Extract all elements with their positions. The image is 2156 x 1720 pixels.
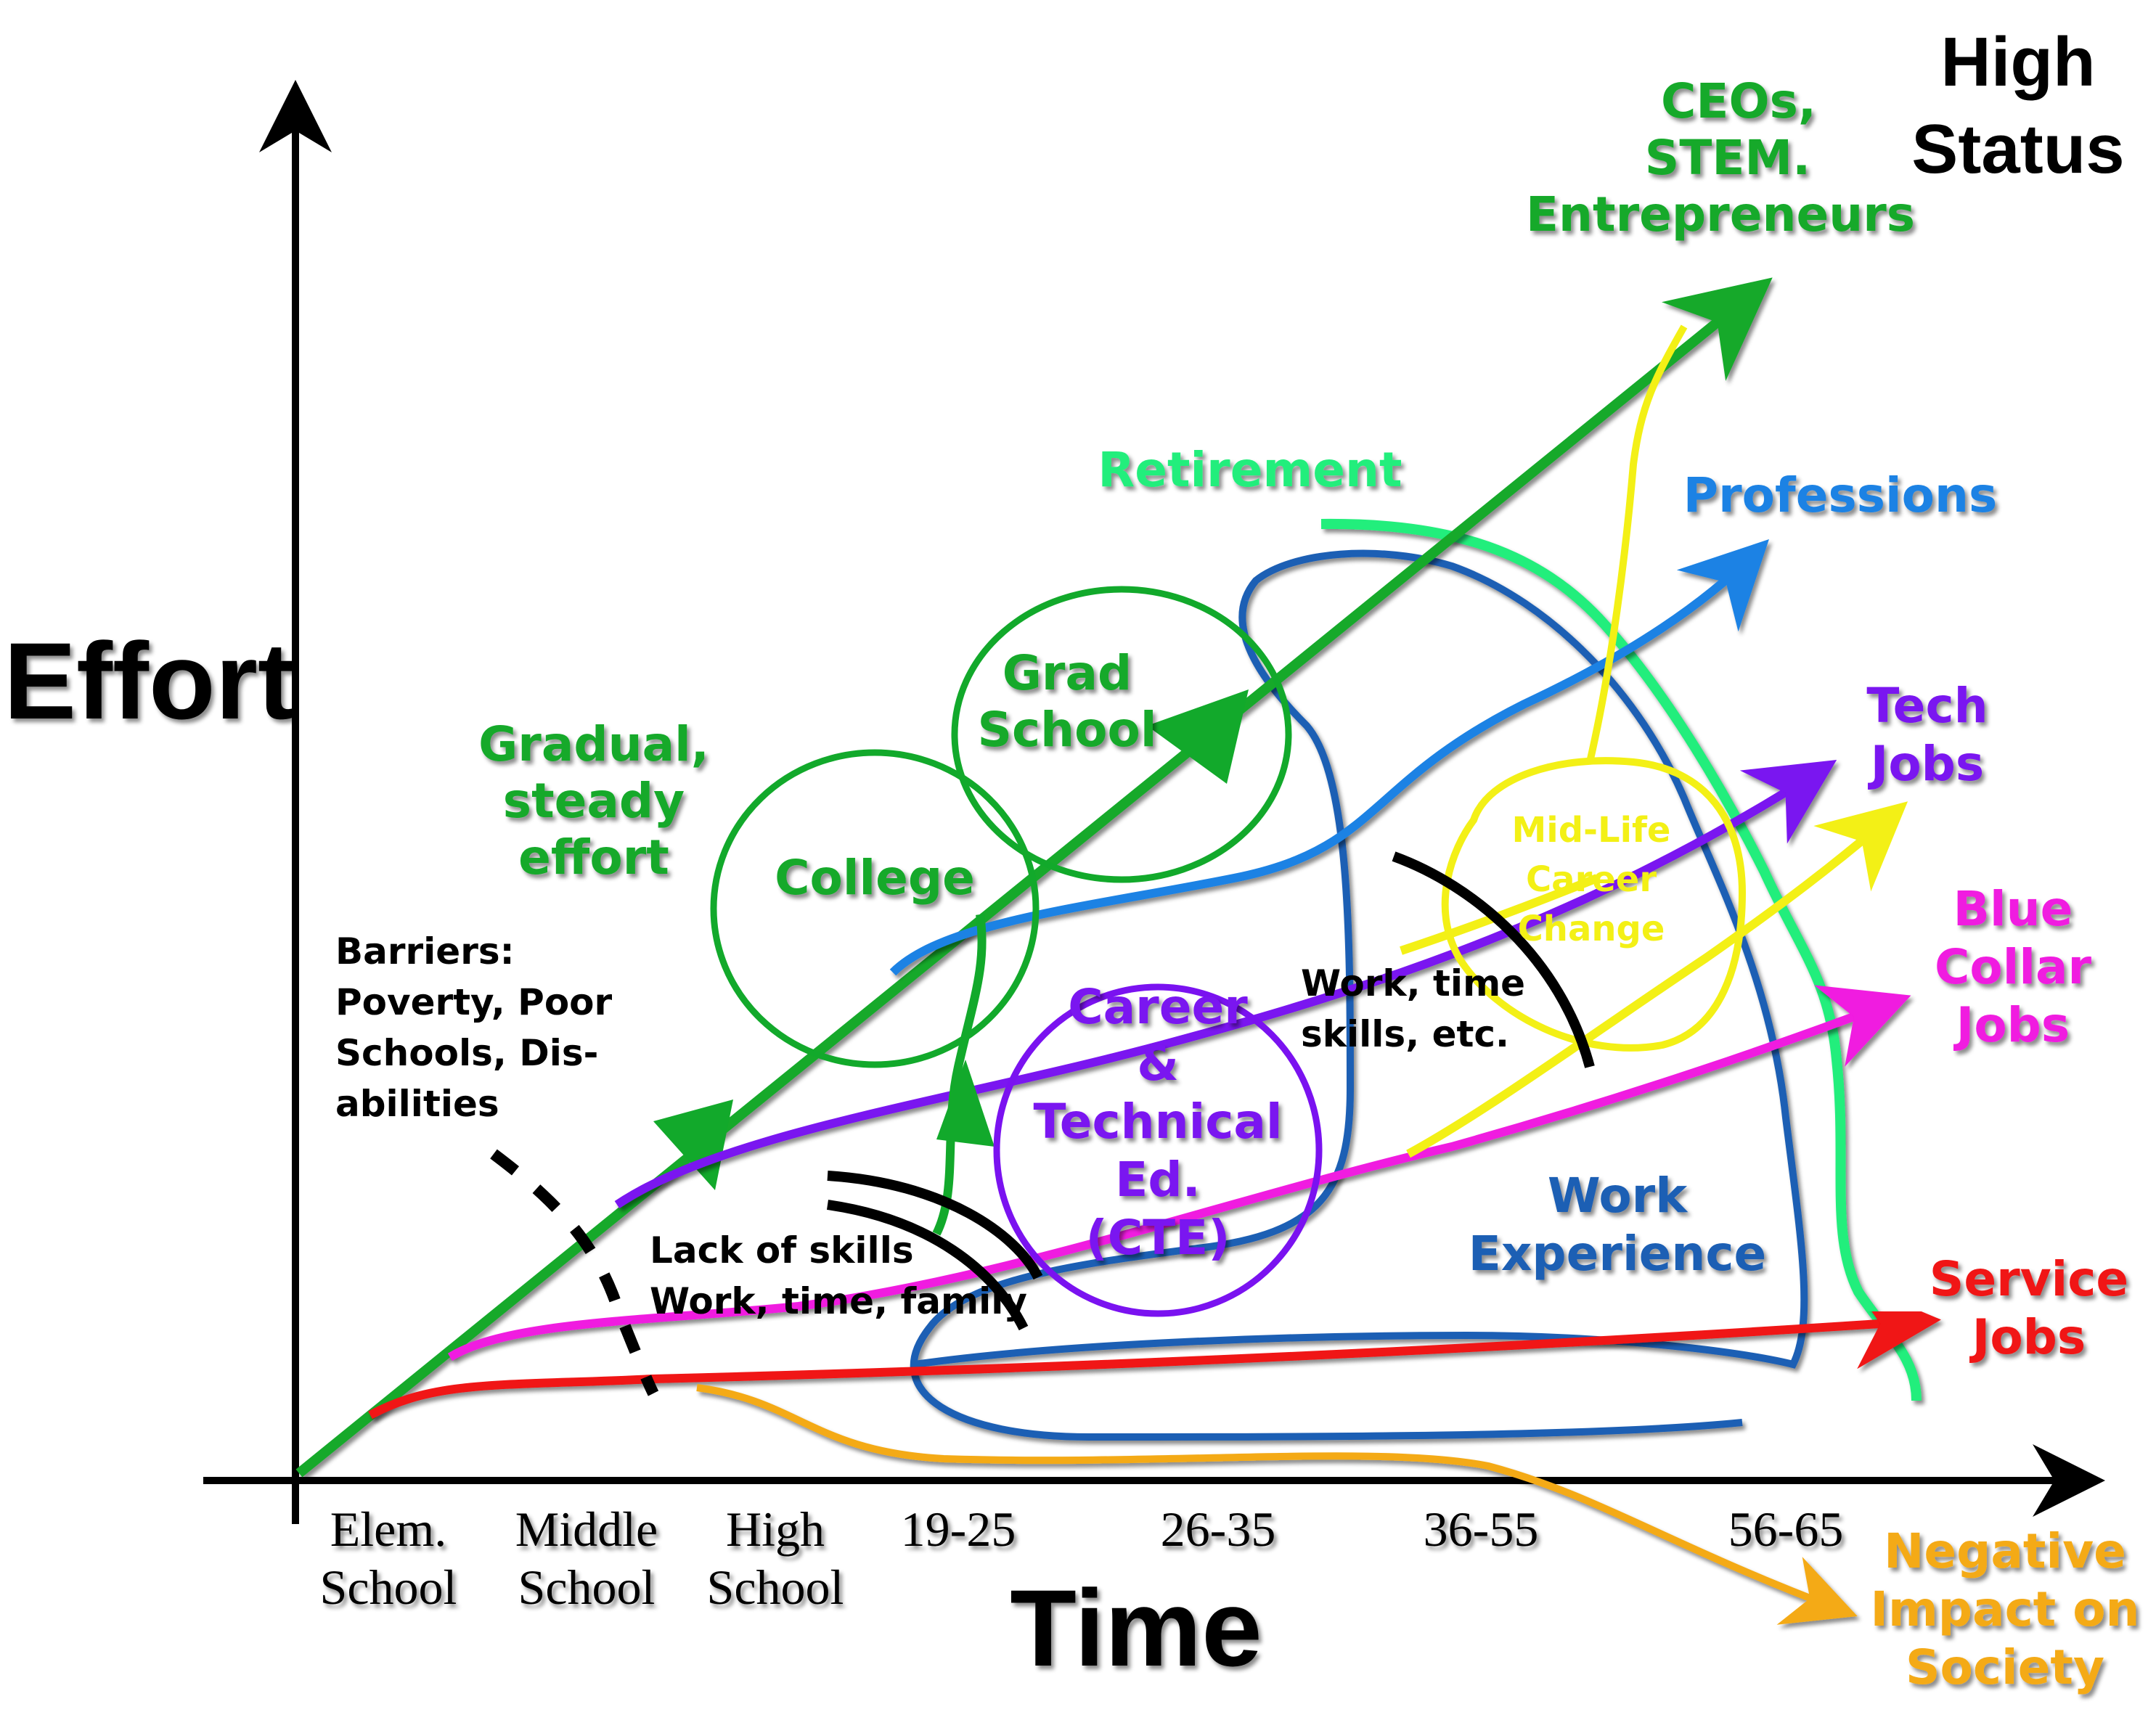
work-time-skills-label: Work, time skills, etc. [1301,962,1525,1055]
cte-circle [993,983,1323,1317]
tick-middle-school-line2: School [518,1560,656,1615]
svg-text:High: High [1940,23,2095,101]
midlife-to-blue-collar-arrow [1406,801,1908,1158]
negative-impact-label: Negative Impact on Society [1870,1523,2139,1695]
svg-text:Career: Career [1526,859,1657,900]
tick-middle-school-line1: Middle [515,1502,658,1557]
midlife-to-ceo [1586,324,1688,763]
work-experience-blob [910,549,1808,1441]
lack-of-skills-label: Lack of skills Work, time, family [650,1229,1027,1322]
y-axis-title: Effort [4,620,294,742]
tick-high-school-line1: High [726,1502,825,1557]
svg-text:CEOs,: CEOs, [1661,73,1816,129]
tick-elem-school-line1: Elem. [330,1502,447,1557]
svg-text:Negative: Negative [1884,1523,2126,1579]
tech-jobs-label: Tech Jobs [1866,678,1988,792]
college-entry-arrowhead [936,1060,995,1147]
college-entry-arrow [932,914,987,1236]
cte-label: Career & Technical Ed. (CTE) [1033,979,1282,1266]
svg-text:Change: Change [1518,909,1665,949]
tick-36-55: 36-55 [1424,1502,1539,1557]
svg-text:(CTE): (CTE) [1086,1210,1230,1266]
svg-text:Entrepreneurs: Entrepreneurs [1526,187,1915,242]
ceos-label: CEOs, STEM. Entrepreneurs [1526,73,1915,242]
service-jobs-label: Service Jobs [1930,1251,2128,1365]
green-mid-arrowhead-2 [1147,689,1249,784]
midlife-circle [1441,757,1747,1052]
blue-collar-label: Blue Collar Jobs [1935,881,2092,1053]
svg-text:Career: Career [1068,979,1248,1035]
svg-text:Jobs: Jobs [1953,997,2070,1053]
tech-jobs-arrow [614,759,1837,1208]
midlife-label: Mid-Life Career Change [1512,810,1671,949]
svg-text:Work, time: Work, time [1301,962,1525,1004]
svg-text:Grad: Grad [1003,645,1132,701]
svg-text:effort: effort [518,830,669,885]
high-status-label: High Status [1911,23,2124,188]
svg-text:Work: Work [1548,1168,1689,1224]
svg-text:abilities: abilities [335,1083,499,1125]
gradual-effort-label: Gradual, steady effort [478,716,709,885]
svg-text:Lack of skills: Lack of skills [650,1229,914,1271]
tick-19-25: 19-25 [901,1502,1016,1557]
tick-26-35: 26-35 [1161,1502,1276,1557]
svg-text:Barriers:: Barriers: [335,930,515,972]
barrier-arc-2 [827,1200,1029,1331]
svg-text:Tech: Tech [1866,678,1988,734]
svg-text:Experience: Experience [1469,1226,1766,1282]
tick-elem-school-line2: School [320,1560,457,1615]
svg-text:Status: Status [1911,110,2124,188]
svg-text:Poverty, Poor: Poverty, Poor [335,981,613,1023]
midlife-to-tech [1400,874,1599,955]
work-experience-label: Work Experience [1469,1168,1766,1282]
svg-text:skills, etc.: skills, etc. [1301,1013,1509,1055]
barrier-arc-1 [827,1171,1043,1280]
college-label: College [775,850,975,906]
grad-school-circle [951,586,1292,883]
grad-school-label: Grad School [978,645,1157,758]
green-mid-arrowhead-1 [653,1099,733,1190]
svg-text:steady: steady [503,773,685,829]
svg-text:Technical: Technical [1033,1094,1282,1150]
svg-text:&: & [1137,1036,1179,1092]
svg-text:Collar: Collar [1935,939,2092,995]
svg-text:Jobs: Jobs [1868,736,1984,792]
svg-text:Gradual,: Gradual, [478,716,709,772]
svg-text:Schools, Dis-: Schools, Dis- [335,1032,598,1074]
svg-text:Impact on: Impact on [1870,1581,2139,1637]
barriers-label: Barriers: Poverty, Poor Schools, Dis- ab… [335,930,613,1125]
college-circle [710,749,1040,1068]
tick-56-65: 56-65 [1728,1502,1844,1557]
svg-text:Blue: Blue [1953,881,2073,937]
x-tick-labels: Elem. School Middle School High School 1… [320,1502,1844,1615]
professions-label: Professions [1683,467,1998,523]
negative-impact-arrow [696,1384,1858,1625]
barriers-dashed-line [490,1149,659,1396]
svg-text:Ed.: Ed. [1115,1152,1200,1208]
service-jobs-arrow [368,1282,1941,1420]
svg-text:School: School [978,702,1157,758]
x-axis-title: Time [1010,1567,1262,1689]
gradual-effort-arrow [295,277,1773,1478]
svg-text:Society: Society [1906,1639,2104,1695]
svg-text:Mid-Life: Mid-Life [1512,810,1671,851]
svg-text:Service: Service [1930,1251,2128,1307]
svg-text:Work, time, family: Work, time, family [650,1280,1027,1322]
professions-arrow [889,539,1769,976]
tick-high-school-line2: School [707,1560,844,1615]
svg-text:STEM.: STEM. [1645,130,1810,186]
blue-collar-arrow [447,985,1911,1361]
retirement-label: Retirement [1098,442,1402,498]
barrier-arc-3 [1392,851,1595,1068]
svg-text:Jobs: Jobs [1969,1309,2086,1365]
